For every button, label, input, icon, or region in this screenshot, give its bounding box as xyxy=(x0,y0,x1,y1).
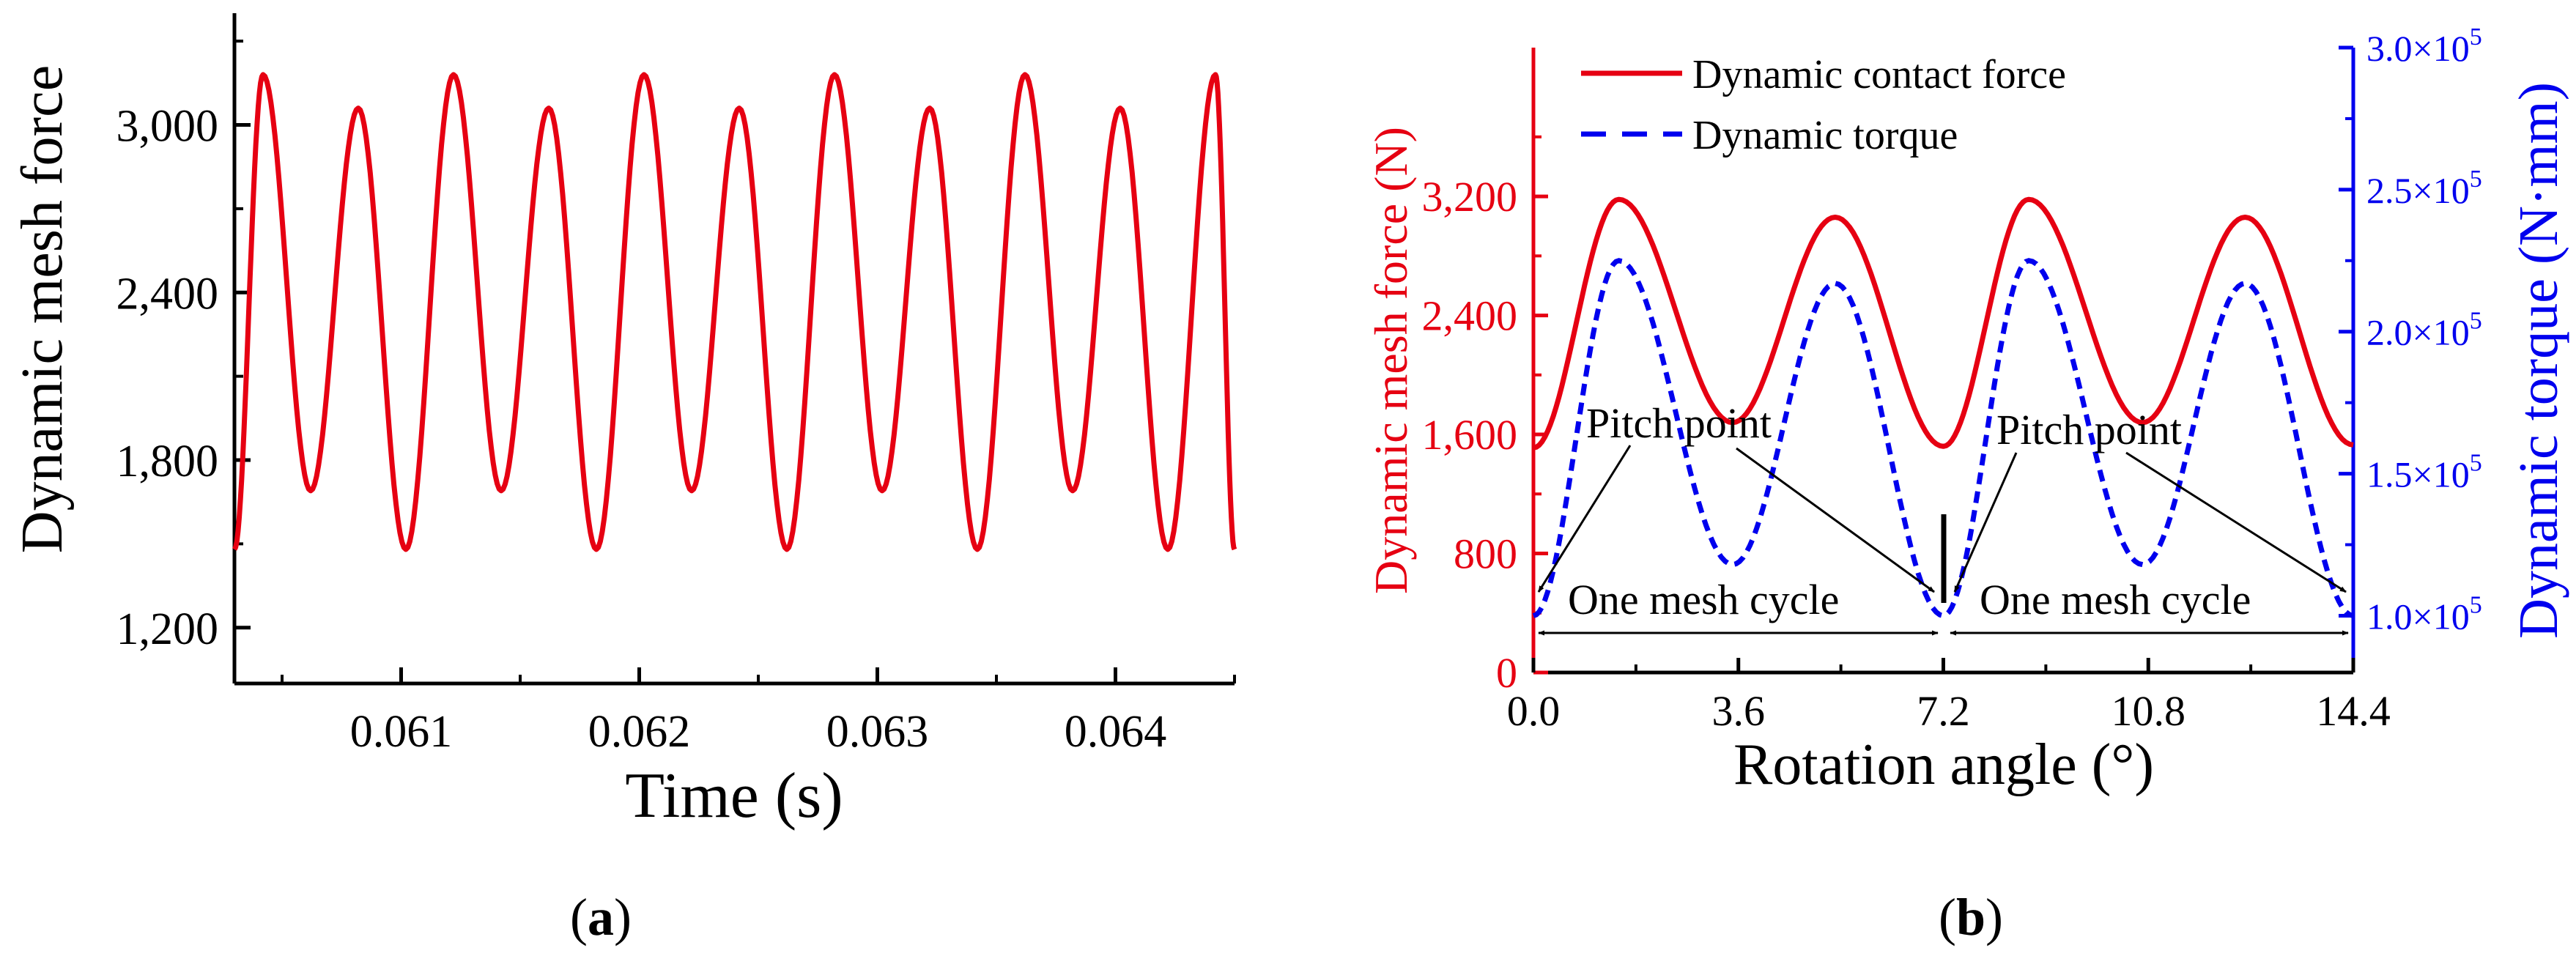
chart-a-xtick-label: 0.064 xyxy=(1065,707,1167,757)
chart-b-series-dynamic-contact-force xyxy=(1533,196,2354,451)
chart-a-xlabel: Time (s) xyxy=(625,760,843,831)
legend-label-contact-force: Dynamic contact force xyxy=(1692,52,2066,97)
chart-b-pitch-arrow-1a xyxy=(1537,445,1632,593)
chart-a: 1,200 1,800 2,400 3,000 0.061 0.062 0.063 0.06… xyxy=(10,13,1237,946)
chart-b-ytick-label-right: 1.5×105 xyxy=(2366,450,2482,495)
chart-b-pitch-point-label-2: Pitch point xyxy=(1996,406,2182,453)
chart-a-xtick-label: 0.062 xyxy=(588,707,691,757)
chart-b-ytick-label-right: 1.0×105 xyxy=(2366,591,2482,637)
chart-a-ytick-label: 1,200 xyxy=(116,604,219,654)
chart-b-xtick-label: 0.0 xyxy=(1507,687,1561,735)
chart-a-panel-label: (a) xyxy=(570,888,632,946)
chart-a-series-dynamic-mesh-force xyxy=(232,72,1237,552)
chart-b-pitch-arrow-2b xyxy=(2125,451,2347,593)
legend-label-torque: Dynamic torque xyxy=(1692,113,1958,158)
chart-b-ylabel-left: Dynamic mesh force (N) xyxy=(1365,127,1417,594)
chart-b-xlabel: Rotation angle (°) xyxy=(1733,733,2154,797)
chart-b-pitch-point-label-1: Pitch point xyxy=(1586,399,1772,447)
chart-b-xtick-label: 10.8 xyxy=(2111,687,2186,735)
chart-b-mesh-cycle-label-2: One mesh cycle xyxy=(1980,576,2251,623)
chart-a-xtick-label: 0.061 xyxy=(350,707,453,757)
chart-b: 0 800 1,600 2,400 3,200 1.0×105 1.5×105 2.0×10… xyxy=(1365,23,2569,946)
chart-b-ytick-label-right: 2.0×105 xyxy=(2366,308,2482,353)
chart-b-ytick-label-left: 0 xyxy=(1496,649,1517,697)
chart-a-ytick-label: 3,000 xyxy=(116,102,219,152)
chart-a-ylabel: Dynamic mesh force xyxy=(10,65,75,553)
chart-b-panel-label: (b) xyxy=(1939,888,2003,946)
chart-b-xtick-label: 14.4 xyxy=(2316,687,2391,735)
chart-b-mesh-cycle-label-1: One mesh cycle xyxy=(1568,576,1839,623)
chart-b-pitch-arrow-2a xyxy=(1953,452,2018,593)
chart-b-series-dynamic-torque xyxy=(1532,258,2354,619)
chart-b-xtick-label: 3.6 xyxy=(1712,687,1766,735)
chart-b-ylabel-right: Dynamic torque (N·mm) xyxy=(2508,82,2569,639)
chart-a-xtick-label: 0.063 xyxy=(826,707,929,757)
chart-b-ytick-label-left: 1,600 xyxy=(1422,411,1518,459)
chart-a-ytick-label: 1,800 xyxy=(116,437,219,486)
chart-b-pitch-arrow-1b xyxy=(1736,447,1935,593)
chart-a-ytick-label: 2,400 xyxy=(116,269,219,319)
chart-b-ytick-label-left: 3,200 xyxy=(1422,173,1518,221)
chart-b-legend: Dynamic contact force Dynamic torque xyxy=(1581,52,2066,158)
chart-b-ytick-label-right: 3.0×105 xyxy=(2366,23,2482,69)
chart-b-ytick-label-right: 2.5×105 xyxy=(2366,166,2482,211)
chart-b-ytick-label-left: 2,400 xyxy=(1422,292,1518,340)
chart-b-xtick-label: 7.2 xyxy=(1917,687,1970,735)
chart-b-ytick-label-left: 800 xyxy=(1454,530,1517,578)
